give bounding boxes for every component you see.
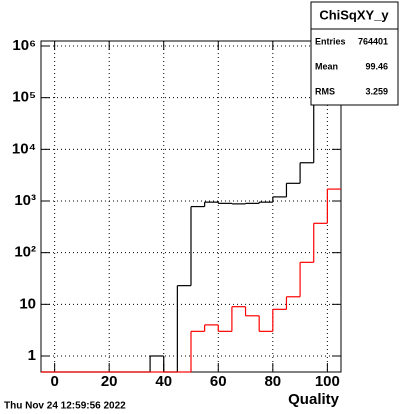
stats-value: 99.46 (365, 61, 388, 71)
y-tick-label: 1 (28, 347, 36, 364)
x-tick-label: 100 (315, 373, 340, 390)
y-tick-label: 10⁴ (12, 140, 36, 157)
y-tick-label: 10³ (14, 192, 36, 209)
stats-label: Mean (315, 61, 338, 71)
stats-label: Entries (315, 36, 346, 46)
stats-title: ChiSqXY_y (319, 7, 389, 22)
y-tick-label: 10⁵ (12, 89, 36, 106)
x-tick-label: 0 (50, 373, 58, 390)
x-tick-label: 20 (101, 373, 118, 390)
timestamp: Thu Nov 24 12:59:56 2022 (4, 401, 126, 412)
x-tick-label: 60 (210, 373, 227, 390)
y-tick-label: 10 (19, 295, 36, 312)
histogram-step (190, 189, 328, 372)
stats-box (310, 1, 399, 106)
y-tick-label: 10² (14, 244, 36, 261)
stats-value: 764401 (358, 36, 388, 46)
x-tick-label: 80 (264, 373, 281, 390)
x-tick-label: 40 (155, 373, 172, 390)
histogram-step (149, 54, 328, 372)
x-axis-label: Quality (288, 391, 340, 408)
y-tick-label: 10⁶ (12, 37, 36, 54)
stats-value: 3.259 (365, 86, 388, 96)
stats-label: RMS (315, 86, 335, 96)
